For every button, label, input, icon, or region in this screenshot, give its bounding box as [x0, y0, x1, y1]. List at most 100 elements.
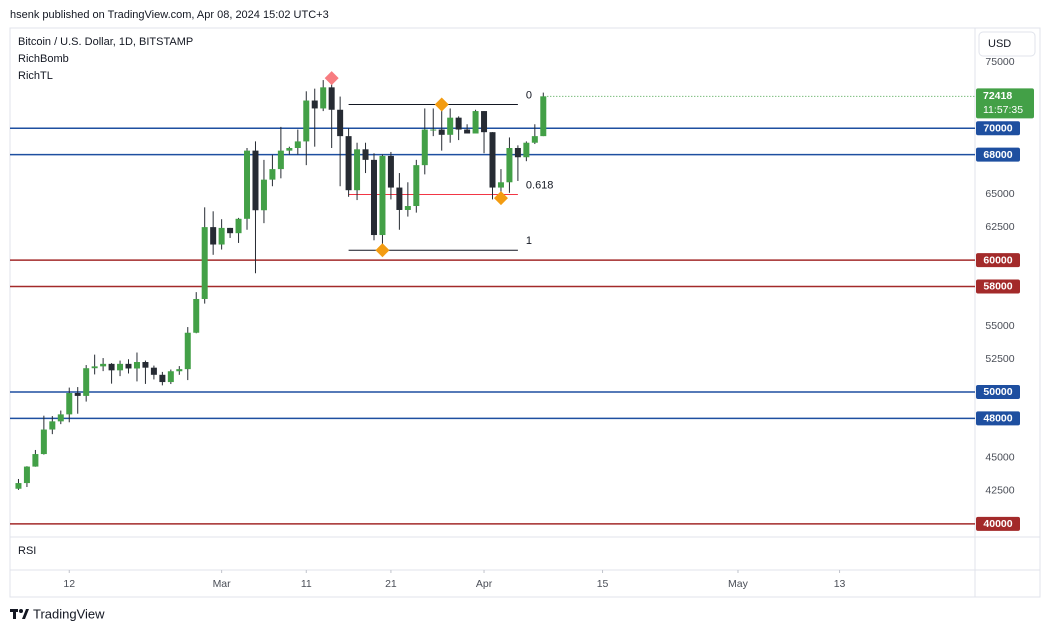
- x-tick-label: 21: [385, 578, 397, 590]
- candle-body: [438, 129, 445, 135]
- candle-body: [269, 169, 276, 180]
- y-tick-label: 52500: [985, 353, 1014, 365]
- candle-body: [514, 147, 521, 158]
- level-label: 50000: [983, 386, 1012, 398]
- level-label: 68000: [983, 149, 1012, 161]
- candle-body: [193, 298, 200, 333]
- candle-body: [159, 374, 166, 383]
- candle-body: [260, 179, 267, 211]
- candle-body: [184, 332, 191, 370]
- level-label: 70000: [983, 122, 1012, 134]
- candle-body: [252, 150, 259, 211]
- fib-label: 1: [526, 235, 532, 247]
- candle-body: [125, 363, 132, 369]
- currency[interactable]: USD: [988, 38, 1011, 50]
- candle-body: [83, 368, 90, 396]
- rsi-label: RSI: [18, 545, 36, 557]
- countdown: 11:57:35: [983, 104, 1023, 116]
- candle-body: [303, 100, 310, 142]
- candle-body: [455, 117, 462, 130]
- fib-label: 0: [526, 89, 532, 101]
- candle-body: [370, 159, 377, 236]
- candle-body: [379, 155, 386, 236]
- candle-body: [497, 182, 504, 188]
- candle-body: [328, 87, 335, 110]
- x-tick-label: 15: [597, 578, 609, 590]
- level-label: 48000: [983, 413, 1012, 425]
- candle-body: [464, 129, 471, 134]
- y-tick-label: 45000: [985, 452, 1014, 464]
- footer-brand: TradingView: [33, 606, 105, 621]
- candle-body: [540, 96, 547, 137]
- candle-body: [489, 132, 496, 188]
- tv-logo: [10, 609, 29, 619]
- candle-body: [294, 141, 301, 148]
- candle-body: [201, 227, 208, 299]
- currency-button[interactable]: [978, 31, 1036, 57]
- signal-marker: [324, 71, 339, 86]
- candle-body: [387, 155, 394, 188]
- candle-body: [32, 454, 39, 467]
- candle-body: [531, 136, 538, 143]
- x-tick-label: May: [728, 578, 749, 590]
- y-tick-label: 42500: [985, 485, 1014, 497]
- candle-body: [23, 466, 30, 484]
- candle-body: [108, 363, 115, 371]
- last-price: 72418: [983, 90, 1012, 102]
- level-label-box: [976, 516, 1020, 531]
- level-label-box: [976, 384, 1020, 399]
- candle-body: [506, 147, 513, 183]
- candle-body: [142, 362, 149, 368]
- candle-body: [311, 100, 318, 109]
- fib-label: 0.618: [526, 179, 554, 191]
- candle-body: [337, 109, 344, 137]
- candle-body: [523, 142, 530, 158]
- signal-marker: [434, 97, 449, 112]
- level-label-box: [976, 253, 1020, 268]
- chart-frame: [9, 27, 1041, 598]
- candle-body: [210, 227, 217, 245]
- candle-body: [286, 147, 293, 151]
- candle-body: [481, 111, 488, 133]
- candle-body: [447, 117, 454, 135]
- candle-body: [40, 429, 47, 455]
- level-label-box: [976, 279, 1020, 294]
- last-price-box: [976, 88, 1034, 119]
- y-tick-label: 75000: [985, 56, 1014, 68]
- candle-body: [91, 366, 98, 369]
- chart-title: Bitcoin / U.S. Dollar, 1D, BITSTAMP: [18, 36, 193, 48]
- y-tick-label: 62500: [985, 221, 1014, 233]
- signal-marker: [375, 243, 390, 258]
- x-tick-label: 11: [301, 578, 312, 590]
- candle-body: [57, 414, 64, 422]
- candle-body: [100, 363, 107, 367]
- candle-body: [404, 206, 411, 210]
- candle-body: [235, 218, 242, 234]
- candle-body: [396, 187, 403, 210]
- x-tick-label: Mar: [213, 578, 232, 590]
- candle-body: [413, 165, 420, 207]
- level-label-box: [976, 147, 1020, 162]
- signal-marker: [493, 191, 508, 206]
- x-tick-label: Apr: [476, 578, 493, 590]
- candle-body: [176, 369, 183, 372]
- level-label-box: [976, 411, 1020, 426]
- indicator: RichBomb: [18, 53, 69, 65]
- y-tick-label: 55000: [985, 320, 1014, 332]
- x-tick-label: 13: [834, 578, 846, 590]
- candle-body: [345, 136, 352, 191]
- candle-body: [472, 111, 479, 134]
- header: hsenk published on TradingView.com, Apr …: [10, 9, 329, 21]
- candle-body: [167, 371, 174, 383]
- level-label: 40000: [983, 518, 1012, 530]
- y-tick-label: 65000: [985, 188, 1014, 200]
- candle-body: [320, 87, 327, 109]
- candle-body: [74, 393, 81, 396]
- level-label-box: [976, 121, 1020, 136]
- candle-body: [218, 227, 225, 245]
- candle-body: [362, 149, 369, 160]
- level-label: 58000: [983, 281, 1012, 293]
- level-label: 60000: [983, 254, 1012, 266]
- x-tick-label: 12: [63, 578, 75, 590]
